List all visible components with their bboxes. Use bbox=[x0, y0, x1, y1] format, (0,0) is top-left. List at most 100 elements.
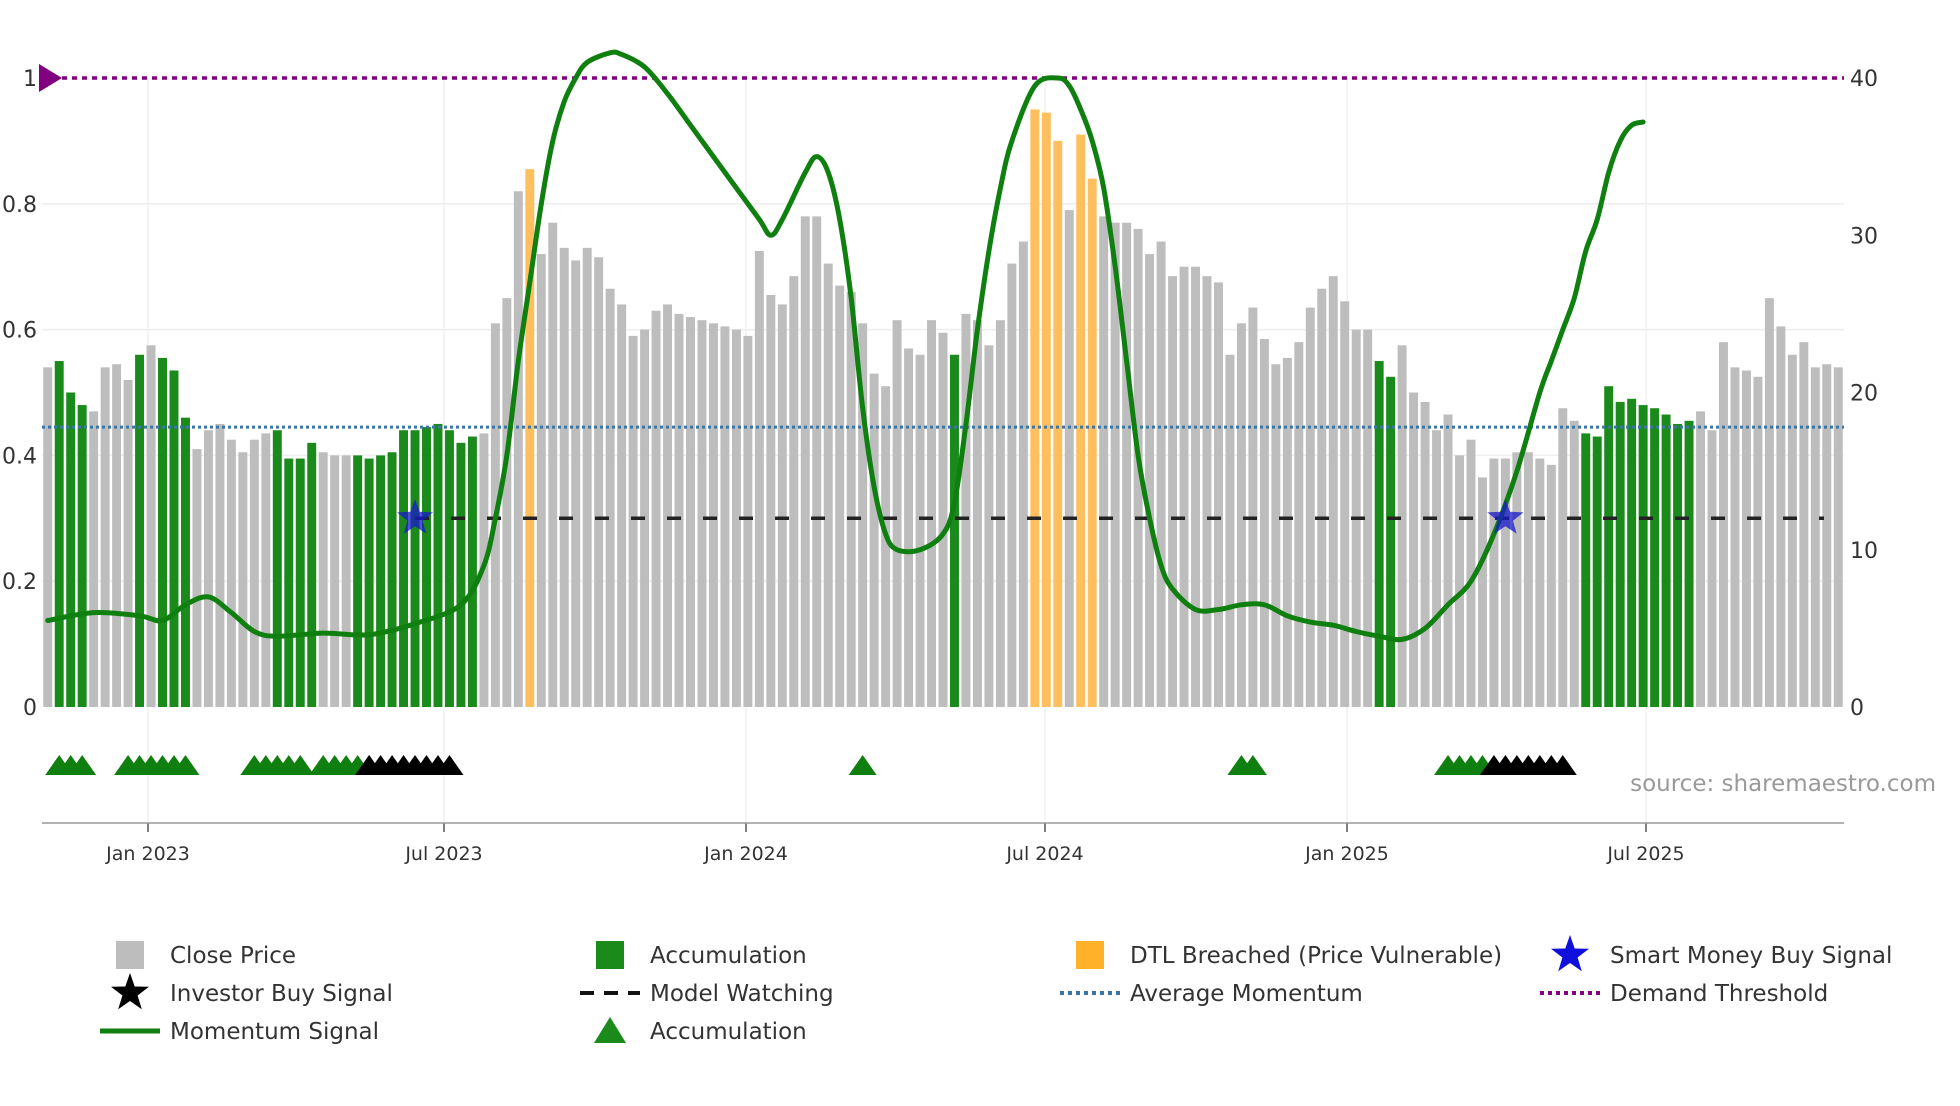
close-price-bar bbox=[1776, 326, 1786, 707]
accumulation-bar bbox=[66, 392, 76, 707]
accumulation-bar bbox=[1627, 398, 1637, 707]
close-price-bar bbox=[548, 222, 558, 708]
legend-label: Momentum Signal bbox=[170, 1019, 379, 1045]
close-price-bar bbox=[800, 216, 810, 707]
close-price-bar bbox=[536, 254, 546, 707]
close-price-bar bbox=[663, 304, 673, 707]
close-price-bar bbox=[100, 367, 110, 707]
x-tick-label: Jan 2025 bbox=[1304, 843, 1389, 865]
close-price-bar bbox=[203, 430, 213, 707]
close-price-bar bbox=[261, 433, 271, 707]
close-price-bar bbox=[192, 449, 202, 707]
accumulation-bar bbox=[444, 430, 454, 707]
close-price-bar bbox=[617, 304, 627, 707]
close-price-bar bbox=[1397, 345, 1407, 707]
accumulation-bar bbox=[135, 354, 145, 707]
x-tick-label: Jan 2024 bbox=[703, 843, 788, 865]
legend-label: Average Momentum bbox=[1130, 981, 1363, 1007]
close-price-bar bbox=[1225, 354, 1235, 707]
y-left-tick-label: 0.2 bbox=[2, 570, 37, 595]
legend-label: Close Price bbox=[170, 943, 296, 969]
close-price-bar bbox=[1719, 342, 1728, 707]
accumulation-bar bbox=[54, 361, 64, 707]
close-price-bar bbox=[1363, 329, 1373, 707]
legend-item: Accumulation bbox=[596, 941, 807, 969]
dtl-breached-bar bbox=[525, 169, 535, 707]
close-price-bar bbox=[1512, 452, 1522, 707]
close-price-bar bbox=[330, 455, 340, 707]
close-price-bar bbox=[1213, 282, 1223, 707]
close-price-bar bbox=[1317, 288, 1327, 707]
close-price-bar bbox=[927, 320, 936, 707]
close-price-bar bbox=[571, 260, 581, 707]
y-left-tick-label: 0.6 bbox=[2, 319, 37, 344]
close-price-bar bbox=[686, 317, 695, 707]
close-price-bar bbox=[674, 313, 684, 707]
close-price-bar bbox=[651, 310, 661, 707]
close-price-bar bbox=[1018, 241, 1028, 708]
close-price-bar bbox=[249, 439, 259, 707]
close-price-bar bbox=[605, 288, 615, 707]
dtl-breached-bar bbox=[1030, 109, 1040, 707]
accumulation-bar bbox=[1581, 433, 1591, 707]
x-tick-label: Jul 2025 bbox=[1606, 843, 1684, 865]
investor-buy-marker bbox=[435, 755, 464, 775]
close-price-bar bbox=[89, 411, 99, 707]
close-price-bar bbox=[1810, 367, 1820, 707]
close-price-bar bbox=[720, 326, 730, 707]
close-price-bar bbox=[1443, 414, 1453, 707]
close-price-bar bbox=[146, 345, 156, 707]
close-price-bar bbox=[984, 345, 994, 707]
dtl-breached-bar bbox=[1041, 112, 1051, 708]
close-price-bar bbox=[743, 335, 753, 707]
close-price-bar bbox=[1259, 339, 1269, 707]
close-price-bar bbox=[341, 455, 351, 707]
accumulation-bar bbox=[387, 452, 397, 707]
legend-item: Momentum Signal bbox=[100, 1019, 379, 1045]
close-price-bar bbox=[915, 354, 925, 707]
y-right-tick-label: 0 bbox=[1850, 696, 1864, 721]
accumulation-bar bbox=[1374, 361, 1384, 707]
y-right-tick-label: 10 bbox=[1850, 539, 1878, 564]
x-tick-label: Jul 2023 bbox=[404, 843, 482, 865]
close-price-bar bbox=[1432, 430, 1442, 707]
legend-square-swatch bbox=[116, 941, 144, 969]
smart-money-buy-signal bbox=[1487, 499, 1524, 534]
marker-layer bbox=[45, 499, 1577, 775]
accumulation-bar bbox=[364, 458, 374, 707]
legend-item: Average Momentum bbox=[1060, 981, 1363, 1007]
accumulation-bar bbox=[307, 442, 317, 707]
close-price-bar bbox=[1696, 411, 1706, 707]
accumulation-bar bbox=[376, 455, 386, 707]
close-price-bar bbox=[123, 379, 133, 707]
y-right-tick-label: 30 bbox=[1850, 224, 1878, 249]
y-right-tick-label: 40 bbox=[1850, 67, 1878, 92]
accumulation-bar bbox=[1604, 386, 1614, 707]
close-price-bar bbox=[961, 313, 971, 707]
accumulation-bar bbox=[1650, 408, 1660, 707]
close-price-bar bbox=[1466, 439, 1476, 707]
close-price-bar bbox=[628, 335, 638, 707]
legend-label: Accumulation bbox=[650, 1019, 807, 1045]
accumulation-bar bbox=[467, 436, 477, 707]
close-price-bar bbox=[1741, 370, 1751, 707]
close-price-bar bbox=[1236, 323, 1246, 707]
legend-item: Investor Buy Signal bbox=[111, 973, 393, 1010]
source-label: source: sharemaestro.com bbox=[1630, 771, 1936, 797]
line-layer bbox=[39, 49, 1844, 643]
close-price-bar bbox=[1328, 276, 1338, 707]
legend-item: Model Watching bbox=[580, 981, 834, 1007]
legend-star-icon bbox=[1551, 935, 1589, 972]
close-price-bar bbox=[238, 452, 248, 707]
close-price-bar bbox=[1064, 210, 1074, 707]
close-price-bar bbox=[1489, 458, 1499, 707]
close-price-bar bbox=[513, 191, 523, 708]
accumulation-bar bbox=[1661, 414, 1671, 707]
legend-label: Accumulation bbox=[650, 943, 807, 969]
close-price-bar bbox=[1569, 420, 1579, 707]
accumulation-bar bbox=[1673, 423, 1683, 707]
legend-label: Smart Money Buy Signal bbox=[1610, 943, 1892, 969]
close-price-bar bbox=[812, 216, 822, 707]
dtl-breached-bar bbox=[1053, 140, 1063, 707]
